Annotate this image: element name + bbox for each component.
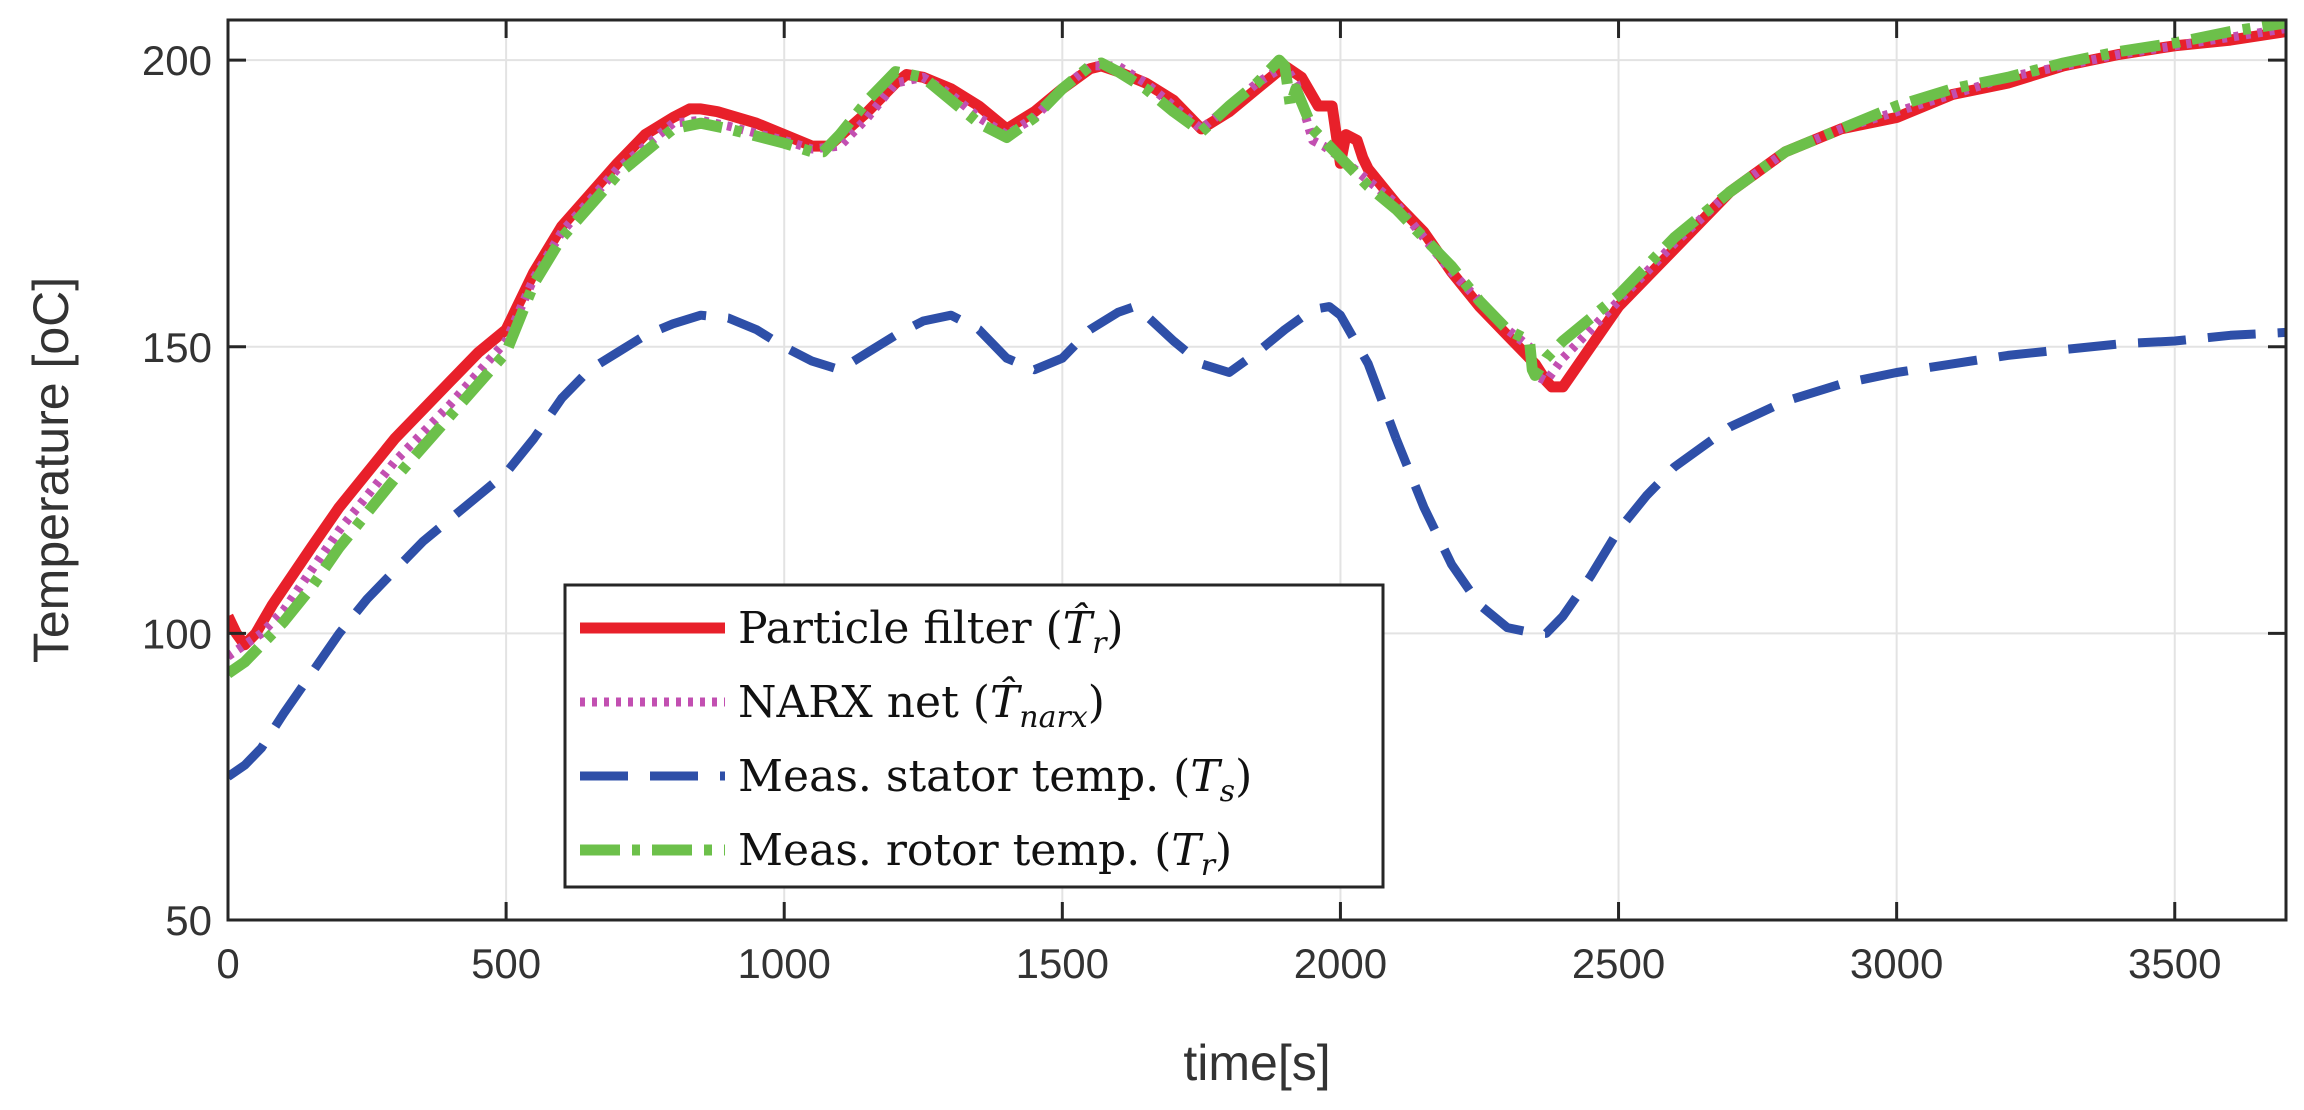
x-tick-label: 3500 [2128,940,2221,987]
x-tick-label: 500 [471,940,541,987]
legend-entry-close: ) [1235,751,1252,802]
x-tick-label: 0 [216,940,239,987]
x-tick-label: 2500 [1572,940,1665,987]
legend-box [563,583,1385,889]
plot-frame [226,18,2288,922]
series-layer [228,20,2286,781]
series-line-meas-stator-temp [228,302,2286,781]
legend-entry-close: ) [1106,603,1123,654]
y-tick-label: 200 [142,37,212,84]
legend-entry-label: Meas. rotor temp. (Tr) [738,825,1232,883]
y-tick-label: 100 [142,610,212,657]
x-tick-label: 3000 [1850,940,1943,987]
legend-entry-name: Meas. stator temp. ( [738,751,1190,802]
x-tick-label: 2000 [1294,940,1387,987]
x-tick-label: 1000 [737,940,830,987]
legend-entry-name: NARX net ( [738,677,990,728]
legend-entry-close: ) [1215,825,1232,876]
legend-entry-name: Meas. rotor temp. ( [738,825,1171,876]
legend-entry-name: Particle filter ( [738,603,1063,654]
series-line-meas-rotor-temp [228,20,2286,679]
y-axis-title: Temperature [oC] [23,277,79,663]
legend-entry-symbol: T̂ [1063,601,1096,654]
legend-entry-subscript: s [1220,774,1235,809]
tick-labels: 0 500 1000 1500 2000 2500 3000 3500 50 100 150 200 [142,37,2222,987]
x-tick-label: 1500 [1016,940,1109,987]
series-line-narx-net [228,24,2286,661]
legend-entry-label: Particle filter (T̂r) [738,601,1124,661]
x-axis-title: time[s] [1183,1035,1330,1091]
legend-entry-symbol: T̂ [990,675,1023,728]
legend-entry-subscript: r [1092,626,1108,661]
y-tick-label: 150 [142,324,212,371]
legend-entry-close: ) [1088,677,1105,728]
axis-ticks [226,20,2286,922]
legend-entry-subscript: r [1201,848,1217,883]
legend-entry-subscript: narx [1019,700,1088,735]
legend-entry-symbol: T [1171,825,1204,876]
legend-entry-label: NARX net (T̂narx) [738,675,1105,735]
legend: Particle filter (T̂r)NARX net (T̂narx)Me… [563,583,1385,889]
legend-entry-label: Meas. stator temp. (Ts) [738,751,1252,809]
y-tick-label: 50 [165,897,212,944]
legend-entry-symbol: T [1190,751,1223,802]
